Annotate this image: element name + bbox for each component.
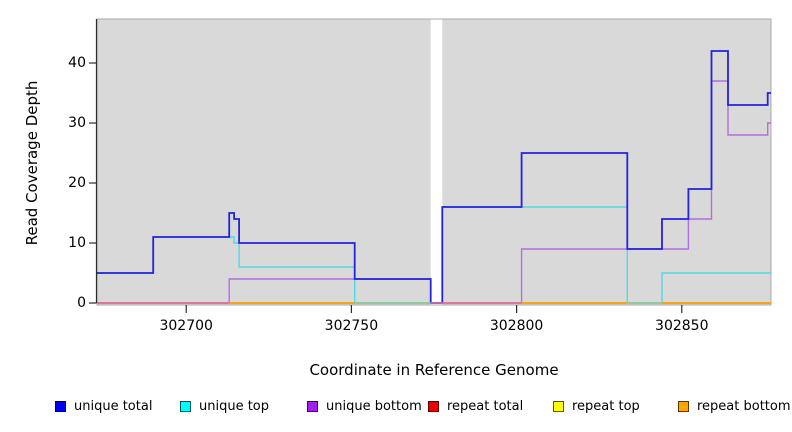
- legend-item-repeat-bottom: repeat bottom: [678, 399, 791, 414]
- y-tick-label: 30: [68, 115, 86, 131]
- legend-label: unique top: [199, 399, 270, 414]
- legend-label: unique total: [74, 399, 153, 414]
- legend-label: repeat total: [447, 399, 524, 414]
- y-tick-label: 10: [68, 235, 86, 251]
- legend-item-repeat-top: repeat top: [553, 399, 640, 414]
- y-tick-label: 20: [68, 175, 86, 191]
- legend-item-repeat-total: repeat total: [428, 399, 523, 414]
- x-tick-label: 302800: [489, 318, 544, 334]
- repeat-top-swatch-icon: [553, 401, 564, 412]
- legend-label: repeat bottom: [697, 399, 791, 414]
- x-tick-label: 302700: [159, 318, 213, 334]
- unique-total-swatch-icon: [55, 401, 66, 412]
- x-tick-label: 302750: [324, 318, 379, 334]
- y-tick-label: 40: [68, 55, 86, 71]
- series-line-unique-total: [97, 50, 771, 304]
- unique-bottom-swatch-icon: [307, 401, 318, 412]
- legend-item-unique-top: unique top: [180, 399, 269, 414]
- y-tick-label: 0: [77, 295, 86, 311]
- y-axis-title: Read Coverage Depth: [23, 80, 41, 246]
- series-line-unique-bottom: [97, 80, 771, 304]
- unique-top-swatch-icon: [180, 401, 191, 412]
- legend-label: repeat top: [572, 399, 640, 414]
- x-axis-title: Coordinate in Reference Genome: [309, 361, 559, 379]
- legend-label: unique bottom: [326, 399, 422, 414]
- x-tick-label: 302850: [655, 318, 709, 334]
- repeat-total-swatch-icon: [428, 401, 439, 412]
- repeat-bottom-swatch-icon: [678, 401, 689, 412]
- legend-item-unique-total: unique total: [55, 399, 152, 414]
- no-data-gap-band: [430, 19, 443, 305]
- legend-item-unique-bottom: unique bottom: [307, 399, 422, 414]
